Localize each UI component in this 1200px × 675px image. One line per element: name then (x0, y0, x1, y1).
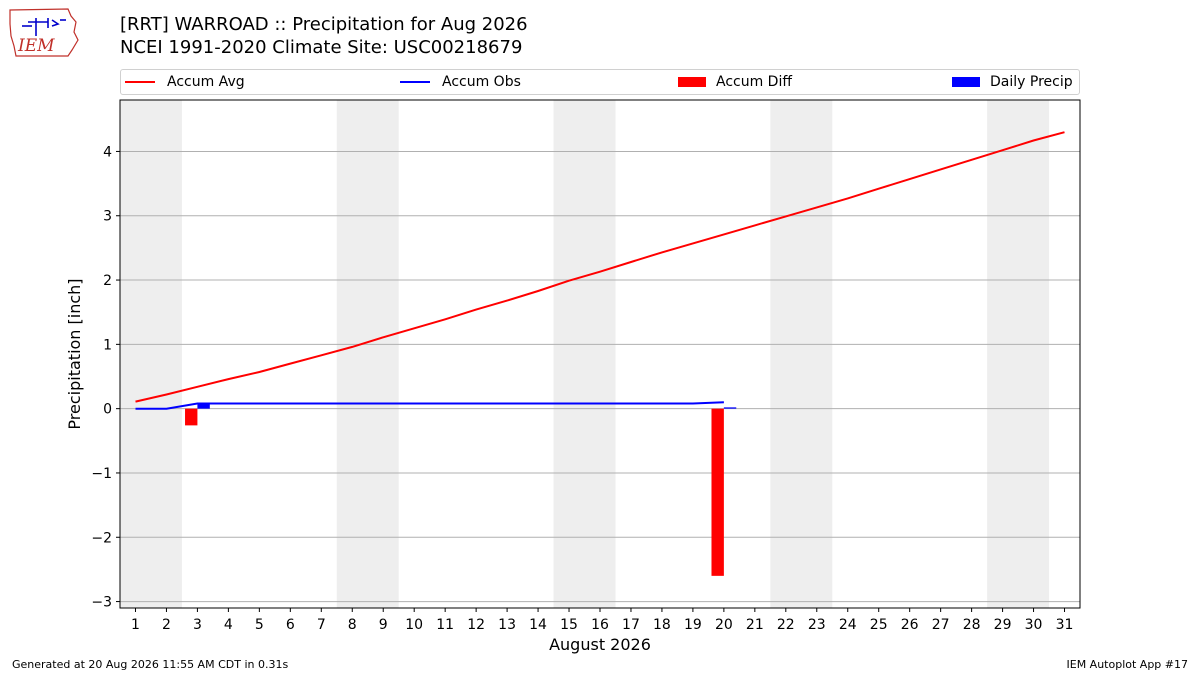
legend-label-accum-diff: Accum Diff (716, 74, 793, 90)
x-tick-label: 25 (870, 617, 888, 633)
y-tick-label: −2 (91, 530, 112, 546)
gridlines (120, 150, 1080, 603)
y-tick-label: −1 (91, 466, 112, 482)
y-tick-label: 4 (103, 144, 112, 160)
daily-precip-bar (723, 407, 737, 409)
accum-obs-line (135, 401, 724, 410)
x-tick-label: 26 (901, 617, 919, 633)
x-tick-label: 3 (193, 617, 202, 633)
x-tick-label: 1 (131, 617, 140, 633)
iem-logo: IEM (9, 8, 79, 57)
x-tick-label: 6 (286, 617, 295, 633)
accum-avg-line (135, 131, 1065, 403)
x-tick-label: 24 (839, 617, 857, 633)
logo-text: IEM (17, 36, 55, 56)
x-tick-label: 14 (529, 617, 547, 633)
x-tick-label: 7 (317, 617, 326, 633)
legend-item-daily-precip: Daily Precip (952, 70, 1073, 94)
x-axis-label: August 2026 (549, 635, 651, 654)
x-tick-label: 19 (684, 617, 702, 633)
y-tick-label: 3 (103, 209, 112, 225)
legend: Accum Avg Accum Obs Accum Diff Daily Pre… (120, 69, 1080, 95)
bars (185, 403, 737, 576)
legend-label-accum-avg: Accum Avg (167, 74, 245, 90)
lines (135, 131, 1065, 410)
legend-item-accum-obs: Accum Obs (400, 70, 521, 94)
y-tick-label: 2 (103, 273, 112, 289)
x-tick-label: 29 (994, 617, 1012, 633)
accum-diff-bar (185, 408, 198, 426)
x-tick-label: 20 (715, 617, 733, 633)
x-tick-label: 28 (963, 617, 981, 633)
weekend-band (336, 100, 399, 608)
legend-swatch-accum-avg (125, 81, 155, 83)
footer-app: IEM Autoplot App #17 (1066, 658, 1189, 671)
y-axis-label: Precipitation [inch] (65, 278, 84, 429)
legend-swatch-accum-diff (678, 77, 706, 87)
x-tick-label: 10 (405, 617, 423, 633)
x-tick-label: 15 (560, 617, 578, 633)
x-tick-label: 5 (255, 617, 264, 633)
x-tick-label: 12 (467, 617, 485, 633)
footer-generated: Generated at 20 Aug 2026 11:55 AM CDT in… (12, 658, 289, 671)
x-tick-label: 17 (622, 617, 640, 633)
legend-label-daily-precip: Daily Precip (990, 74, 1073, 90)
legend-item-accum-diff: Accum Diff (678, 70, 792, 94)
chart-subtitle: NCEI 1991-2020 Climate Site: USC00218679 (120, 37, 523, 58)
weekend-band (120, 100, 182, 608)
chart-title: [RRT] WARROAD :: Precipitation for Aug 2… (120, 14, 528, 35)
legend-swatch-accum-obs (400, 81, 430, 83)
x-tick-label: 16 (591, 617, 609, 633)
x-tick-label: 23 (808, 617, 826, 633)
accum-diff-bar (711, 408, 724, 576)
x-tick-label: 31 (1056, 617, 1074, 633)
daily-precip-bar (197, 403, 210, 409)
y-tick-label: 0 (103, 402, 112, 418)
x-tick-label: 13 (498, 617, 516, 633)
x-tick-label: 22 (777, 617, 795, 633)
x-tick-label: 9 (379, 617, 388, 633)
x-tick-label: 18 (653, 617, 671, 633)
weekend-shading (120, 100, 1050, 608)
legend-item-accum-avg: Accum Avg (125, 70, 245, 94)
x-tick-label: 4 (224, 617, 233, 633)
x-tick-label: 11 (436, 617, 454, 633)
y-tick-label: 1 (103, 337, 112, 353)
legend-label-accum-obs: Accum Obs (442, 74, 521, 90)
weekend-band (553, 100, 616, 608)
x-tick-label: 2 (162, 617, 171, 633)
weekend-band (987, 100, 1050, 608)
weather-station-icon (22, 18, 66, 36)
x-tick-label: 21 (746, 617, 764, 633)
x-tick-label: 8 (348, 617, 357, 633)
legend-swatch-daily-precip (952, 77, 980, 87)
y-tick-label: −3 (91, 595, 112, 611)
weekend-band (770, 100, 833, 608)
x-tick-label: 30 (1025, 617, 1043, 633)
x-tick-label: 27 (932, 617, 950, 633)
